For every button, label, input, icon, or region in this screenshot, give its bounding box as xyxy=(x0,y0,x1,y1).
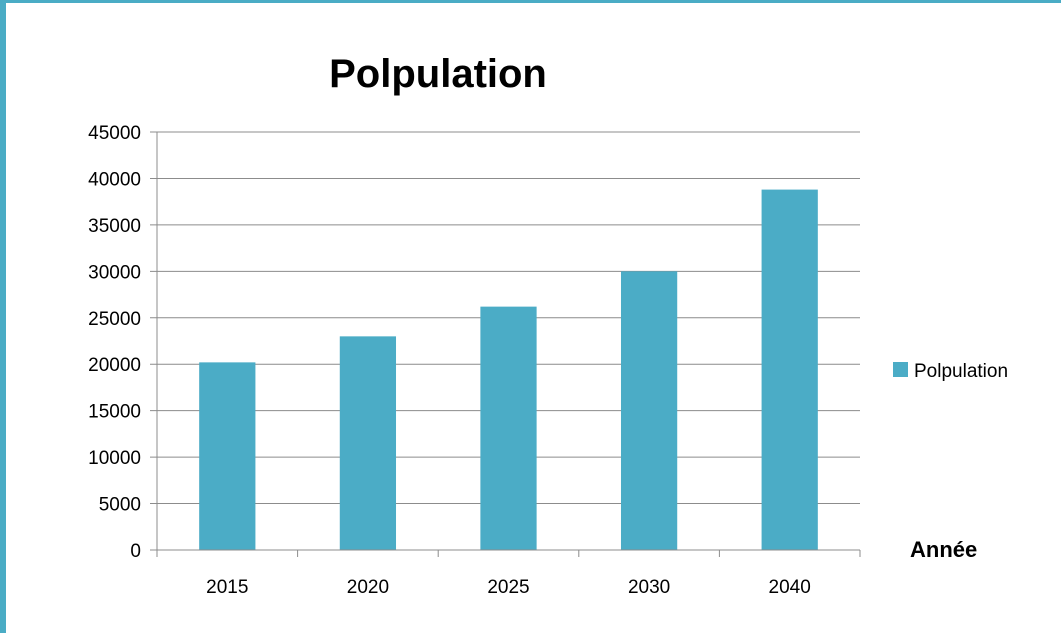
x-tick-label: 2025 xyxy=(487,577,529,598)
legend-swatch-polpulation xyxy=(893,362,908,377)
x-tick-label: 2015 xyxy=(206,577,248,598)
y-tick-label: 40000 xyxy=(88,169,141,190)
y-tick-label: 20000 xyxy=(88,355,141,376)
y-tick-label: 35000 xyxy=(88,216,141,237)
bar-2030 xyxy=(620,271,678,550)
y-tick-label: 10000 xyxy=(88,448,141,469)
y-tick-labels: 0 5000 10000 15000 20000 25000 30000 35000 40000… xyxy=(88,123,141,562)
legend-label-polpulation: Polpulation xyxy=(914,361,1008,382)
bars xyxy=(199,189,818,550)
legend: Polpulation xyxy=(893,361,1008,382)
y-tick-label: 5000 xyxy=(99,495,141,516)
bar-2040 xyxy=(761,189,818,550)
y-tick-label: 45000 xyxy=(88,123,141,144)
x-axis-title: Année xyxy=(910,537,977,562)
x-tick-labels: 2015 2020 2025 2030 2040 xyxy=(206,577,811,598)
y-tick-label: 15000 xyxy=(88,402,141,423)
y-tick-label: 25000 xyxy=(88,309,141,330)
chart-title: Polpulation xyxy=(329,52,547,96)
bar-2015 xyxy=(199,362,256,550)
bar-2025 xyxy=(480,306,537,550)
y-tick-label: 0 xyxy=(130,541,141,562)
bar-2020 xyxy=(339,336,397,550)
x-tick-label: 2040 xyxy=(769,577,811,598)
x-tick-label: 2030 xyxy=(628,577,670,598)
x-tick-label: 2020 xyxy=(347,577,389,598)
y-tick-label: 30000 xyxy=(88,262,141,283)
axes xyxy=(156,132,861,557)
